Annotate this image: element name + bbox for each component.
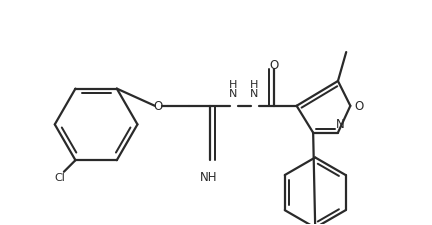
Text: N: N [336, 117, 344, 130]
Text: O: O [153, 100, 163, 113]
Text: O: O [269, 59, 279, 72]
Text: H
N: H N [229, 80, 237, 99]
Text: Cl: Cl [54, 172, 65, 182]
Text: H
N: H N [249, 80, 258, 99]
Text: NH: NH [200, 170, 218, 183]
Text: O: O [355, 100, 364, 113]
